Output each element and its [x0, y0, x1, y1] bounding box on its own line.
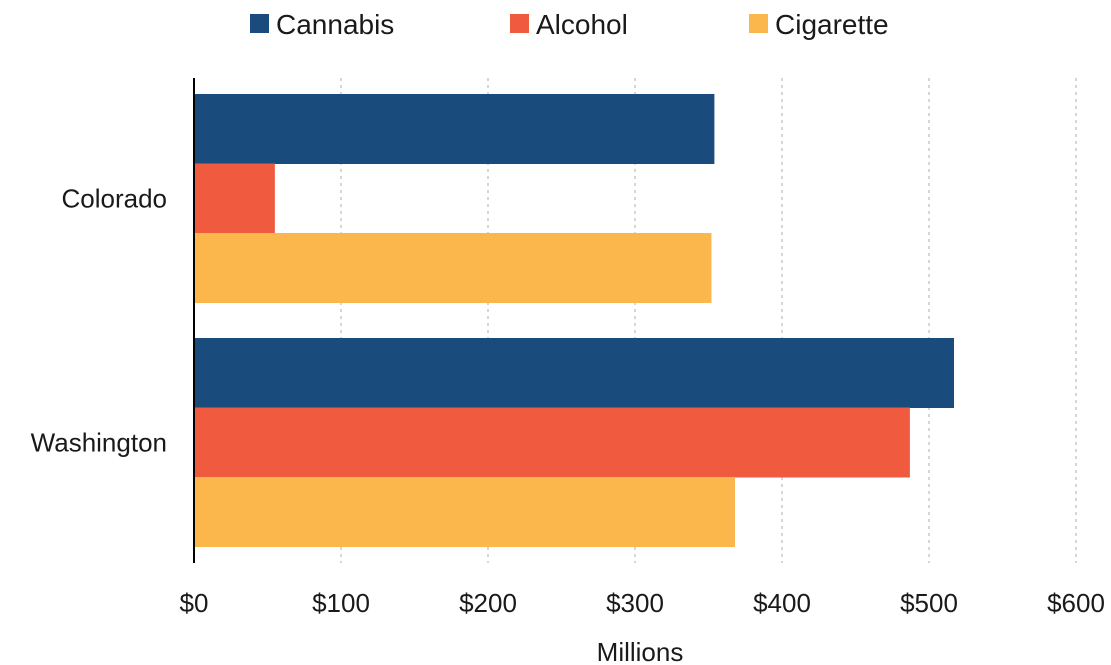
category-labels: Colorado Washington [31, 183, 167, 457]
x-tick-labels: $0 $100 $200 $300 $400 $500 $600 [180, 588, 1105, 618]
bar-washington-cannabis [194, 338, 954, 408]
category-label: Colorado [61, 183, 167, 213]
legend-label: Alcohol [536, 9, 628, 40]
x-tick-label: $600 [1047, 588, 1105, 618]
x-tick-label: $200 [459, 588, 517, 618]
bar-colorado-cigarette [194, 233, 712, 303]
x-tick-label: $400 [753, 588, 811, 618]
bars [194, 94, 954, 547]
legend-label: Cannabis [276, 9, 394, 40]
legend-swatch [510, 14, 529, 33]
bar-washington-cigarette [194, 477, 735, 547]
x-tick-label: $0 [180, 588, 209, 618]
legend-swatch [749, 14, 768, 33]
category-label: Washington [31, 427, 167, 457]
legend-label: Cigarette [775, 9, 889, 40]
x-tick-label: $100 [312, 588, 370, 618]
x-tick-label: $500 [900, 588, 958, 618]
x-tick-label: $300 [606, 588, 664, 618]
legend-swatch [250, 14, 269, 33]
x-axis-title: Millions [597, 637, 684, 665]
bar-washington-alcohol [194, 407, 910, 478]
bar-colorado-alcohol [194, 163, 275, 234]
legend: Cannabis Alcohol Cigarette [250, 9, 889, 40]
bar-colorado-cannabis [194, 94, 715, 164]
